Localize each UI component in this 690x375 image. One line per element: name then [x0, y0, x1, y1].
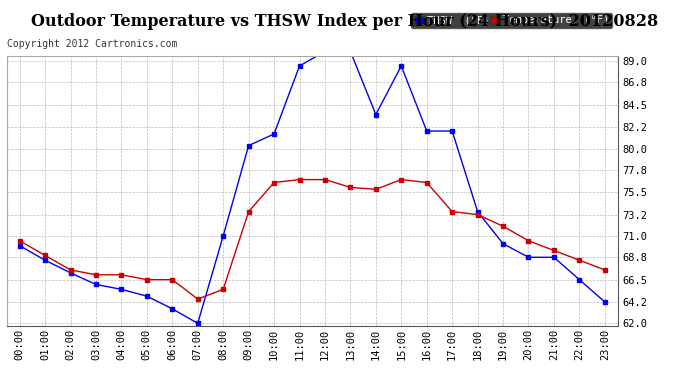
Legend: THSW  (°F), Temperature  (°F): THSW (°F), Temperature (°F) [411, 13, 612, 28]
Text: Outdoor Temperature vs THSW Index per Hour (24 Hours)  20120828: Outdoor Temperature vs THSW Index per Ho… [31, 13, 659, 30]
Text: Copyright 2012 Cartronics.com: Copyright 2012 Cartronics.com [7, 39, 177, 50]
